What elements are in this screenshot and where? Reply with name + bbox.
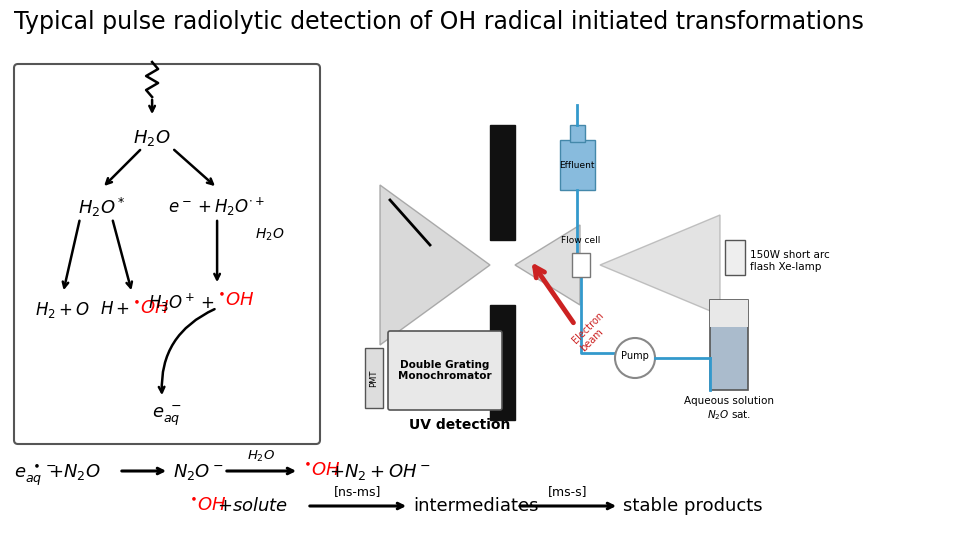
Text: $^{\bullet}OH$: $^{\bullet}OH$ [189, 497, 227, 515]
Text: $N_2O^-$: $N_2O^-$ [173, 462, 224, 482]
FancyBboxPatch shape [14, 64, 320, 444]
Bar [365, 348, 383, 408]
Circle shape [615, 338, 655, 378]
Polygon shape [380, 185, 490, 345]
Bar [710, 300, 748, 327]
Text: $H_2O$: $H_2O$ [248, 449, 276, 464]
Text: $H_2O$: $H_2O$ [255, 227, 284, 243]
Text: Pump: Pump [621, 351, 649, 361]
Text: Effluent: Effluent [560, 160, 595, 170]
Text: $H_3O^+ +$: $H_3O^+ +$ [148, 292, 215, 314]
Text: Flow cell: Flow cell [562, 236, 601, 245]
Bar [710, 300, 748, 390]
Text: $+ N_2 + OH^-$: $+ N_2 + OH^-$ [329, 462, 431, 482]
Text: $+ N_2O$: $+ N_2O$ [48, 462, 101, 482]
Text: intermediates: intermediates [413, 497, 539, 515]
Text: stable products: stable products [623, 497, 762, 515]
Text: $e_{aq}^{\ -}$: $e_{aq}^{\ -}$ [153, 404, 182, 428]
Text: $H_2O^*$: $H_2O^*$ [78, 196, 126, 219]
Text: $^{\bullet}OH$: $^{\bullet}OH$ [217, 292, 254, 310]
Text: UV detection: UV detection [409, 418, 511, 432]
Text: $e_{aq}^{\ \bullet-}$: $e_{aq}^{\ \bullet-}$ [14, 462, 57, 488]
Text: $H +$: $H +$ [100, 300, 131, 318]
Bar [570, 125, 585, 142]
Bar [560, 140, 595, 190]
Text: $H_2 + O$: $H_2 + O$ [36, 300, 90, 320]
Text: PMT: PMT [370, 369, 378, 387]
Text: Aqueous solution
$N_2O$ sat.: Aqueous solution $N_2O$ sat. [684, 396, 774, 422]
Text: $^{\bullet}OH$: $^{\bullet}OH$ [132, 300, 170, 318]
Text: 150W short arc
flash Xe-lamp: 150W short arc flash Xe-lamp [750, 250, 829, 272]
Polygon shape [515, 225, 580, 305]
Text: [ms-s]: [ms-s] [548, 485, 588, 498]
Text: $e^- + H_2O^{\cdot+}$: $e^- + H_2O^{\cdot+}$ [168, 196, 266, 218]
Text: $+ solute$: $+ solute$ [217, 497, 288, 515]
Bar [490, 125, 515, 240]
Text: Double Grating
Monochromator: Double Grating Monochromator [398, 360, 492, 381]
Text: [ns-ms]: [ns-ms] [334, 485, 382, 498]
Bar [490, 305, 515, 420]
Text: $H_2O$: $H_2O$ [133, 128, 171, 148]
Text: $^{\bullet}OH$: $^{\bullet}OH$ [303, 462, 341, 480]
Bar [725, 240, 745, 275]
FancyBboxPatch shape [388, 331, 502, 410]
Bar [572, 253, 590, 277]
Polygon shape [600, 215, 720, 315]
Text: Typical pulse radiolytic detection of OH radical initiated transformations: Typical pulse radiolytic detection of OH… [14, 10, 864, 34]
Text: Electron
beam: Electron beam [570, 310, 613, 354]
